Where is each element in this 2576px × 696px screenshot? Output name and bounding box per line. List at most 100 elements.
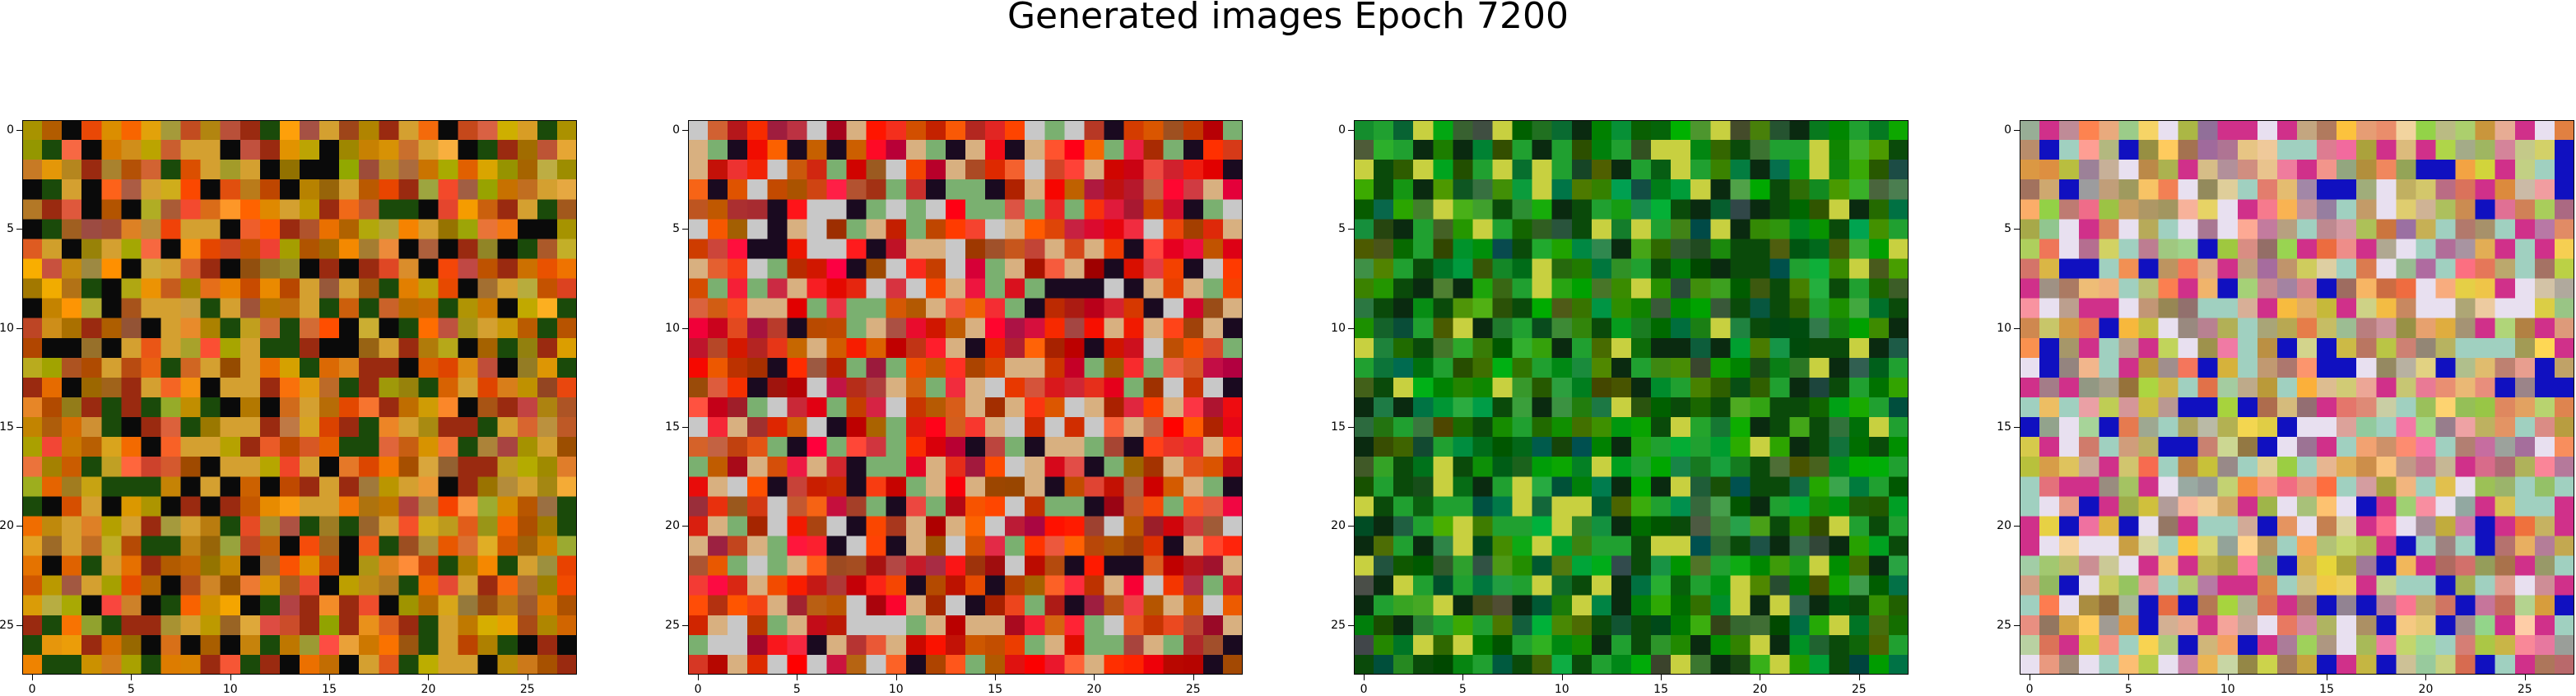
- y-tick: [1348, 624, 1354, 626]
- y-tick-label: 0: [7, 123, 14, 137]
- y-tick-label: 15: [0, 420, 14, 434]
- y-tick-label: 5: [1338, 222, 1346, 236]
- x-tick-label: 15: [1653, 683, 1669, 696]
- x-tick-label: 10: [2220, 683, 2235, 696]
- y-tick: [16, 624, 22, 626]
- x-tick: [2425, 675, 2427, 680]
- x-tick-label: 0: [694, 683, 702, 696]
- y-tick-label: 15: [1997, 420, 2011, 434]
- y-tick-label: 20: [0, 519, 14, 533]
- x-tick-label: 20: [1086, 683, 1102, 696]
- y-tick-label: 5: [2004, 222, 2011, 236]
- generated-image-2: [688, 120, 1243, 675]
- x-tick: [2128, 675, 2130, 680]
- x-tick: [131, 675, 133, 680]
- x-tick-label: 20: [421, 683, 436, 696]
- x-tick: [1094, 675, 1095, 680]
- y-tick: [2014, 327, 2020, 329]
- x-tick-label: 5: [2124, 683, 2132, 696]
- x-tick: [995, 675, 997, 680]
- y-tick: [16, 327, 22, 329]
- x-tick: [428, 675, 430, 680]
- x-tick-label: 20: [1752, 683, 1768, 696]
- x-tick: [1462, 675, 1464, 680]
- x-tick: [895, 675, 897, 680]
- y-tick-label: 25: [1997, 618, 2011, 632]
- x-tick: [698, 675, 700, 680]
- y-tick-label: 25: [0, 618, 14, 632]
- x-tick: [1364, 675, 1365, 680]
- x-tick-label: 10: [222, 683, 238, 696]
- figure-title: Generated images Epoch 7200: [1007, 0, 1569, 37]
- y-tick: [16, 130, 22, 132]
- x-tick-label: 25: [519, 683, 535, 696]
- x-tick: [1193, 675, 1194, 680]
- x-tick: [2524, 675, 2526, 680]
- y-tick: [16, 229, 22, 230]
- y-tick: [682, 229, 688, 230]
- generated-image-1: [22, 120, 577, 675]
- x-tick: [1661, 675, 1662, 680]
- generated-image-panel-3: 0 5 10 15 20 25 0 5 10 15 20 25: [1331, 120, 1909, 696]
- x-tick-label: 0: [28, 683, 36, 696]
- y-tick-label: 15: [1331, 420, 1346, 434]
- y-tick: [682, 624, 688, 626]
- y-tick: [682, 526, 688, 527]
- x-tick-label: 0: [1360, 683, 1368, 696]
- generated-image-panel-4: 0 5 10 15 20 25 0 5 10 15 20 25: [1997, 120, 2574, 696]
- y-tick: [1348, 229, 1354, 230]
- y-tick: [1348, 327, 1354, 329]
- y-tick: [1348, 526, 1354, 527]
- generated-image-panel-1: 0 5 10 15 20 25 0 5 10 15 20 25: [0, 120, 577, 696]
- y-tick-label: 10: [1997, 321, 2011, 335]
- y-tick: [682, 327, 688, 329]
- x-tick-label: 25: [1851, 683, 1867, 696]
- y-tick-label: 0: [2004, 123, 2011, 137]
- x-tick-label: 15: [322, 683, 337, 696]
- generated-image-panel-2: 0 5 10 15 20 25 0 5 10 15 20 25: [665, 120, 1243, 696]
- x-tick: [1561, 675, 1563, 680]
- y-tick: [2014, 427, 2020, 429]
- y-tick-label: 0: [672, 123, 680, 137]
- x-tick: [2227, 675, 2229, 680]
- y-tick: [682, 130, 688, 132]
- y-tick: [2014, 130, 2020, 132]
- x-tick: [32, 675, 34, 680]
- y-tick-label: 5: [7, 222, 14, 236]
- y-tick-label: 20: [665, 519, 680, 533]
- x-tick: [1858, 675, 1860, 680]
- y-tick-label: 10: [665, 321, 680, 335]
- generated-image-4: [2020, 120, 2574, 675]
- y-tick-label: 20: [1331, 519, 1346, 533]
- y-tick: [682, 427, 688, 429]
- y-tick: [16, 427, 22, 429]
- y-tick-label: 25: [665, 618, 680, 632]
- x-tick-label: 5: [793, 683, 801, 696]
- y-tick: [2014, 624, 2020, 626]
- y-tick: [1348, 130, 1354, 132]
- y-tick-label: 10: [0, 321, 14, 335]
- generated-image-3: [1354, 120, 1909, 675]
- y-tick: [16, 526, 22, 527]
- x-tick-label: 25: [1185, 683, 1201, 696]
- x-tick-label: 15: [2319, 683, 2335, 696]
- y-tick-label: 20: [1997, 519, 2011, 533]
- x-tick-label: 25: [2517, 683, 2532, 696]
- x-tick-label: 15: [988, 683, 1003, 696]
- x-tick: [230, 675, 231, 680]
- x-tick-label: 5: [127, 683, 135, 696]
- y-tick-label: 0: [1338, 123, 1346, 137]
- x-tick-label: 20: [2418, 683, 2434, 696]
- y-tick: [1348, 427, 1354, 429]
- y-tick-label: 25: [1331, 618, 1346, 632]
- y-tick-label: 10: [1331, 321, 1346, 335]
- y-tick-label: 15: [665, 420, 680, 434]
- x-tick-label: 10: [1554, 683, 1569, 696]
- x-tick-label: 0: [2025, 683, 2034, 696]
- y-tick: [2014, 526, 2020, 527]
- x-tick: [329, 675, 331, 680]
- x-tick-label: 10: [888, 683, 904, 696]
- x-tick-label: 5: [1458, 683, 1467, 696]
- y-tick: [2014, 229, 2020, 230]
- y-tick-label: 5: [672, 222, 680, 236]
